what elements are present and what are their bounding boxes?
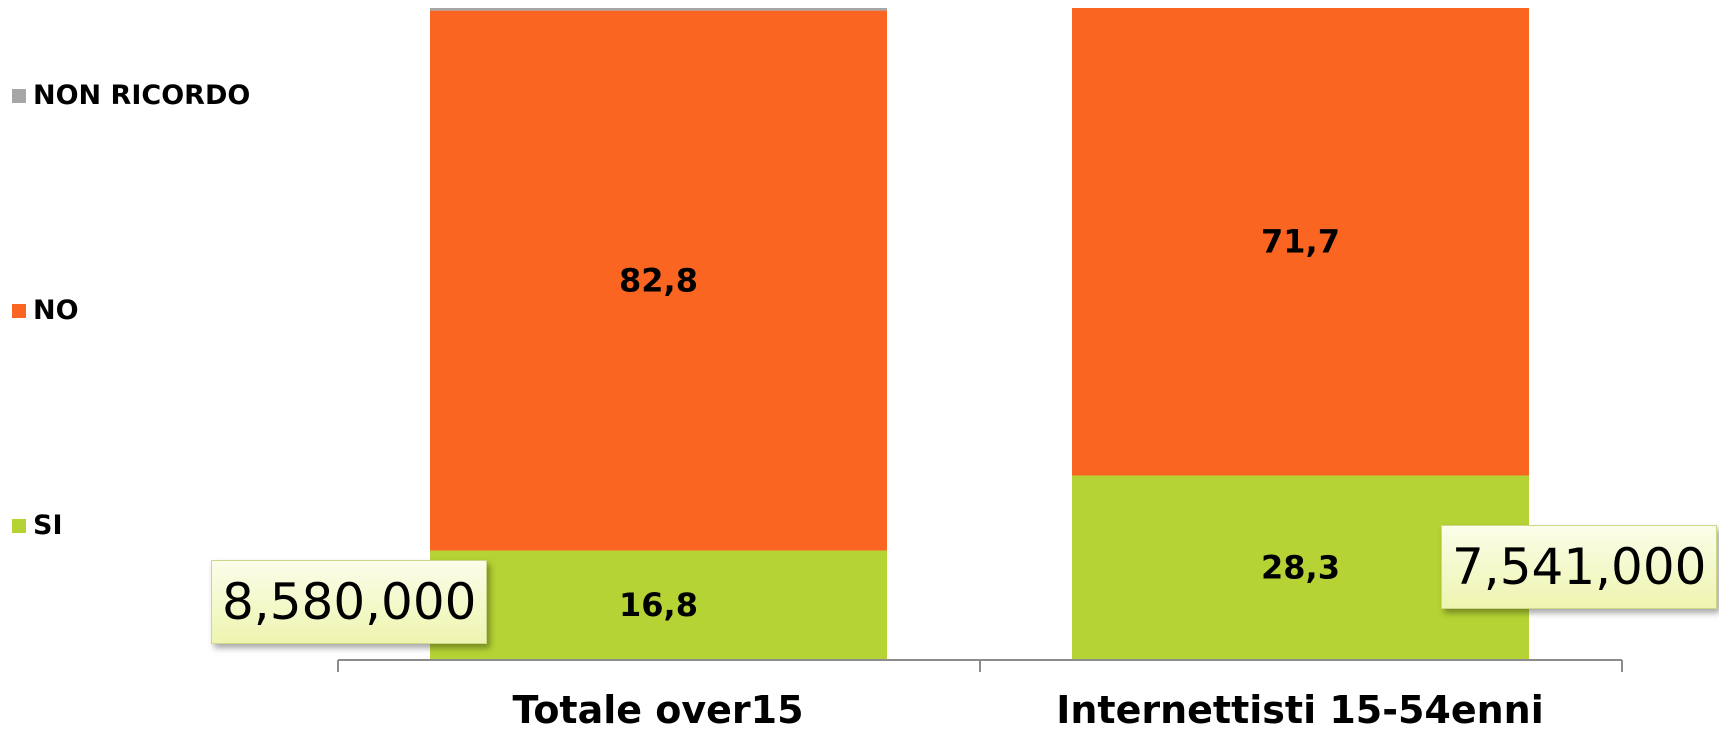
legend-item-si: SI xyxy=(12,510,63,541)
legend-item-no: NO xyxy=(12,295,79,326)
legend-label-non-ricordo: NON RICORDO xyxy=(33,80,251,111)
legend-item-non-ricordo: NON RICORDO xyxy=(12,80,250,111)
category-label-1: Totale over15 xyxy=(512,688,803,731)
data-label-si-1: 16,8 xyxy=(619,586,698,624)
legend-swatch-non-ricordo xyxy=(12,88,26,103)
legend-label-no: NO xyxy=(33,295,79,326)
data-label-no-1: 82,8 xyxy=(619,262,698,300)
legend-swatch-si xyxy=(12,518,26,533)
legend-label-si: SI xyxy=(33,510,63,541)
data-label-si-2: 28,3 xyxy=(1261,549,1340,587)
data-label-no-2: 71,7 xyxy=(1261,223,1340,261)
legend-swatch-no xyxy=(12,303,26,318)
category-label-2: Internettisti 15-54enni xyxy=(1056,688,1544,731)
bar-segment-no-2 xyxy=(1072,8,1529,476)
bar-segment-si-1 xyxy=(430,550,887,660)
bar-segment-no-1 xyxy=(430,10,887,551)
callout-internettisti: 7,541,000 xyxy=(1441,525,1718,609)
callout-totale-over15: 8,580,000 xyxy=(211,560,488,644)
bar-segment-non-ricordo-1 xyxy=(430,8,887,11)
